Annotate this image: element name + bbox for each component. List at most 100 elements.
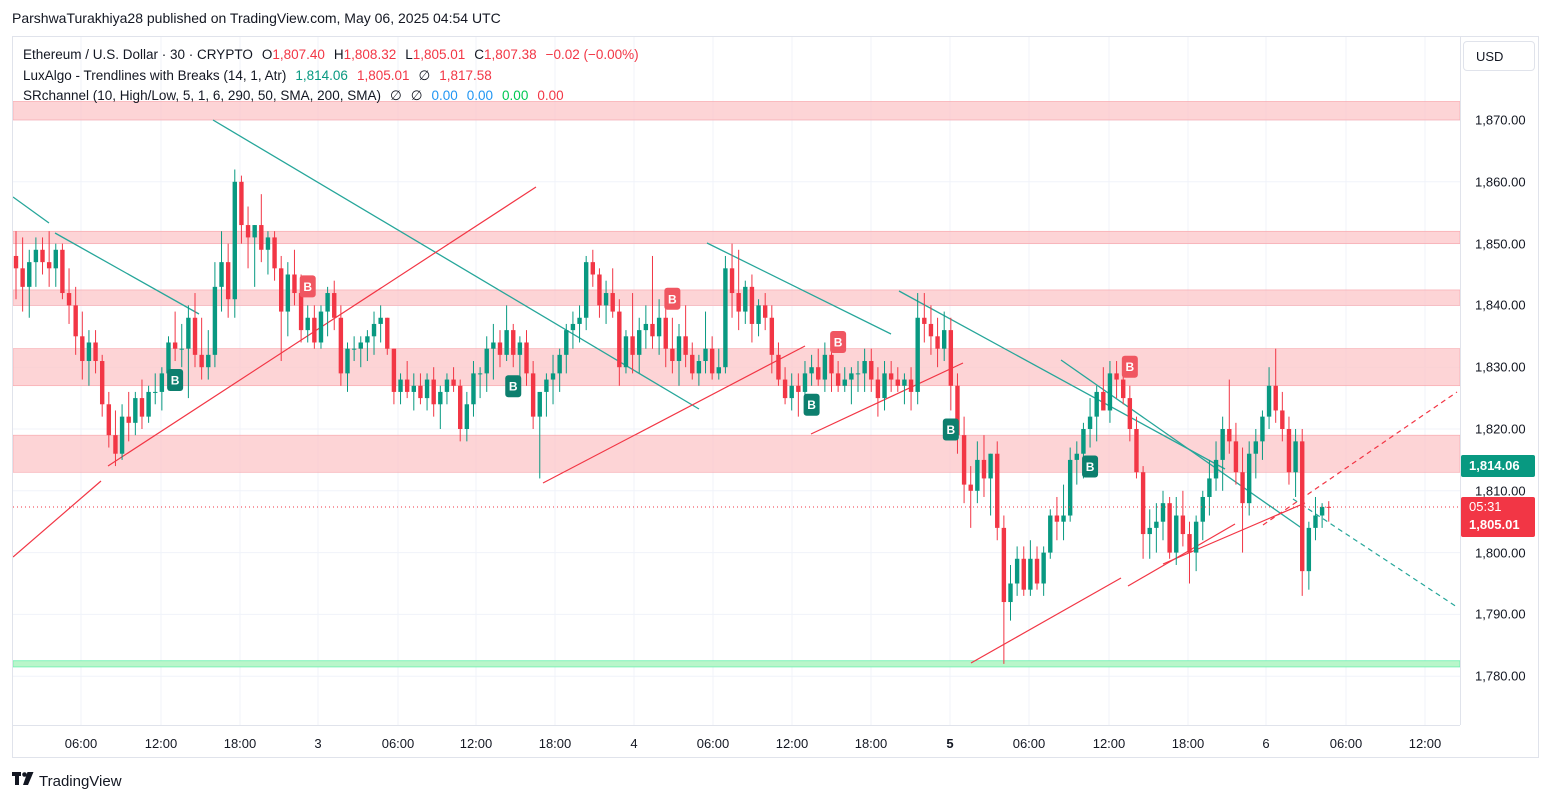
candle-body xyxy=(53,249,58,269)
candle-body xyxy=(1280,410,1285,429)
candle-body xyxy=(1101,391,1106,411)
candle-body xyxy=(1074,453,1079,460)
candle-body xyxy=(1127,398,1133,429)
downtrend-line xyxy=(1060,359,1304,530)
time-tick-label: 12:00 xyxy=(459,736,493,751)
candle-body xyxy=(1001,527,1007,603)
indicator-1-value-3: 1,817.58 xyxy=(439,67,492,83)
candle-body xyxy=(703,348,708,362)
candle-body xyxy=(153,391,158,393)
candle-body xyxy=(1048,515,1053,553)
time-tick-label: 18:00 xyxy=(223,736,257,751)
candle-body xyxy=(988,453,993,479)
candle-body xyxy=(106,404,112,436)
candle-body xyxy=(1021,558,1026,590)
indicator-1-name[interactable]: LuxAlgo - Trendlines with Breaks (14, 1,… xyxy=(23,67,287,83)
candle-body xyxy=(1174,515,1179,553)
candle-body xyxy=(491,342,496,349)
tradingview-brand: TradingView xyxy=(39,772,122,790)
candle-body xyxy=(550,373,556,380)
candle-body xyxy=(391,348,397,392)
candle-body xyxy=(709,348,715,374)
candle-body xyxy=(603,293,609,306)
candle-body xyxy=(139,398,145,417)
candle-body xyxy=(1147,527,1152,535)
candle-body xyxy=(544,379,549,392)
candle-body xyxy=(378,317,383,324)
indicator-1-value-2: 1,805.01 xyxy=(356,67,410,83)
candle-body xyxy=(796,385,801,392)
indicator-2-value-4: 0.00 xyxy=(537,88,564,103)
candle-body xyxy=(212,286,218,355)
candle-body xyxy=(318,311,324,343)
candle-body xyxy=(849,373,854,380)
price-tick-label: 1,850.00 xyxy=(1475,236,1526,252)
uptrend-line xyxy=(1127,523,1236,587)
candle-body xyxy=(27,262,32,287)
candle-body xyxy=(776,354,781,380)
candle-body xyxy=(1134,429,1139,473)
legend-change: −0.02 (−0.00%) xyxy=(545,47,639,62)
uptrend-line xyxy=(970,577,1122,664)
candle-body xyxy=(398,379,403,392)
currency-button[interactable]: USD xyxy=(1463,41,1535,71)
candle-body xyxy=(1041,552,1046,584)
price-tick-label: 1,840.00 xyxy=(1475,297,1526,313)
candle-body xyxy=(756,305,761,324)
legend-indicator-2: SRchannel (10, High/Low, 5, 1, 6, 290, 5… xyxy=(23,86,639,107)
candle-body xyxy=(464,404,470,429)
candle-body xyxy=(126,416,131,423)
candle-body xyxy=(332,293,337,318)
candle-body xyxy=(232,181,237,300)
time-tick-label: 06:00 xyxy=(1012,736,1046,751)
candle-body xyxy=(637,330,642,355)
candle-body xyxy=(743,286,748,312)
candle-body xyxy=(497,342,503,355)
candle-body xyxy=(60,249,65,294)
candle-body xyxy=(1081,429,1086,454)
candle-body xyxy=(1306,527,1312,572)
candle-body xyxy=(239,181,244,226)
legend-close-label: C xyxy=(474,47,485,62)
time-tick-label: 06:00 xyxy=(696,736,730,751)
break-label-text: B xyxy=(509,380,518,394)
time-tick-label: 06:00 xyxy=(1329,736,1363,751)
legend: Ethereum / U.S. Dollar · 30 · CRYPTO O 1,… xyxy=(23,45,639,107)
buy-break-label xyxy=(942,418,959,441)
time-tick-label: 3 xyxy=(314,736,322,751)
candle-body xyxy=(557,354,562,374)
candle-body xyxy=(259,225,264,250)
break-label-text: B xyxy=(1126,360,1135,374)
price-chart-svg[interactable]: B B B B B B B B B xyxy=(13,37,1460,725)
candle-body xyxy=(1200,496,1205,522)
price-scale[interactable] xyxy=(1460,37,1540,725)
candle-body xyxy=(252,225,257,238)
plot-area[interactable]: B B B B B B B B B Ethereum / U.S. Dollar · 30 · … xyxy=(13,37,1460,725)
price-tick-label: 1,780.00 xyxy=(1475,668,1526,684)
legend-close-value: 1,807.38 xyxy=(484,47,537,62)
candle-body xyxy=(305,317,310,331)
candle-body xyxy=(915,317,920,392)
candle-body xyxy=(133,398,138,423)
price-tick-label: 1,830.00 xyxy=(1475,359,1526,375)
candle-body xyxy=(1014,558,1020,584)
candle-body xyxy=(1313,515,1318,528)
candle-body xyxy=(696,361,702,374)
uptrend-line xyxy=(13,480,102,558)
legend-symbol[interactable]: Ethereum / U.S. Dollar · 30 · CRYPTO xyxy=(23,47,253,62)
candle-body xyxy=(285,274,291,312)
tradingview-logo[interactable]: TradingView xyxy=(12,772,122,790)
indicator-2-empty-symbol-2: ∅ xyxy=(410,88,423,103)
candle-body xyxy=(279,268,284,312)
candle-body xyxy=(716,367,721,374)
price-tick-label: 1,810.00 xyxy=(1475,483,1526,499)
resistance-zone xyxy=(13,230,1460,244)
candle-body xyxy=(1273,385,1278,411)
candle-body xyxy=(723,268,728,368)
chart-frame[interactable]: B B B B B B B B B Ethereum / U.S. Dollar · 30 · … xyxy=(12,36,1539,758)
candle-body xyxy=(583,262,589,318)
indicator-2-name[interactable]: SRchannel (10, High/Low, 5, 1, 6, 290, 5… xyxy=(23,88,381,103)
candle-body xyxy=(995,453,1000,528)
time-scale[interactable]: 06:00 12:00 18:00 3 06:00 12:00 18:00 4 06:00 12:… xyxy=(13,725,1460,759)
indicator-2-empty-symbol-1: ∅ xyxy=(389,88,402,103)
